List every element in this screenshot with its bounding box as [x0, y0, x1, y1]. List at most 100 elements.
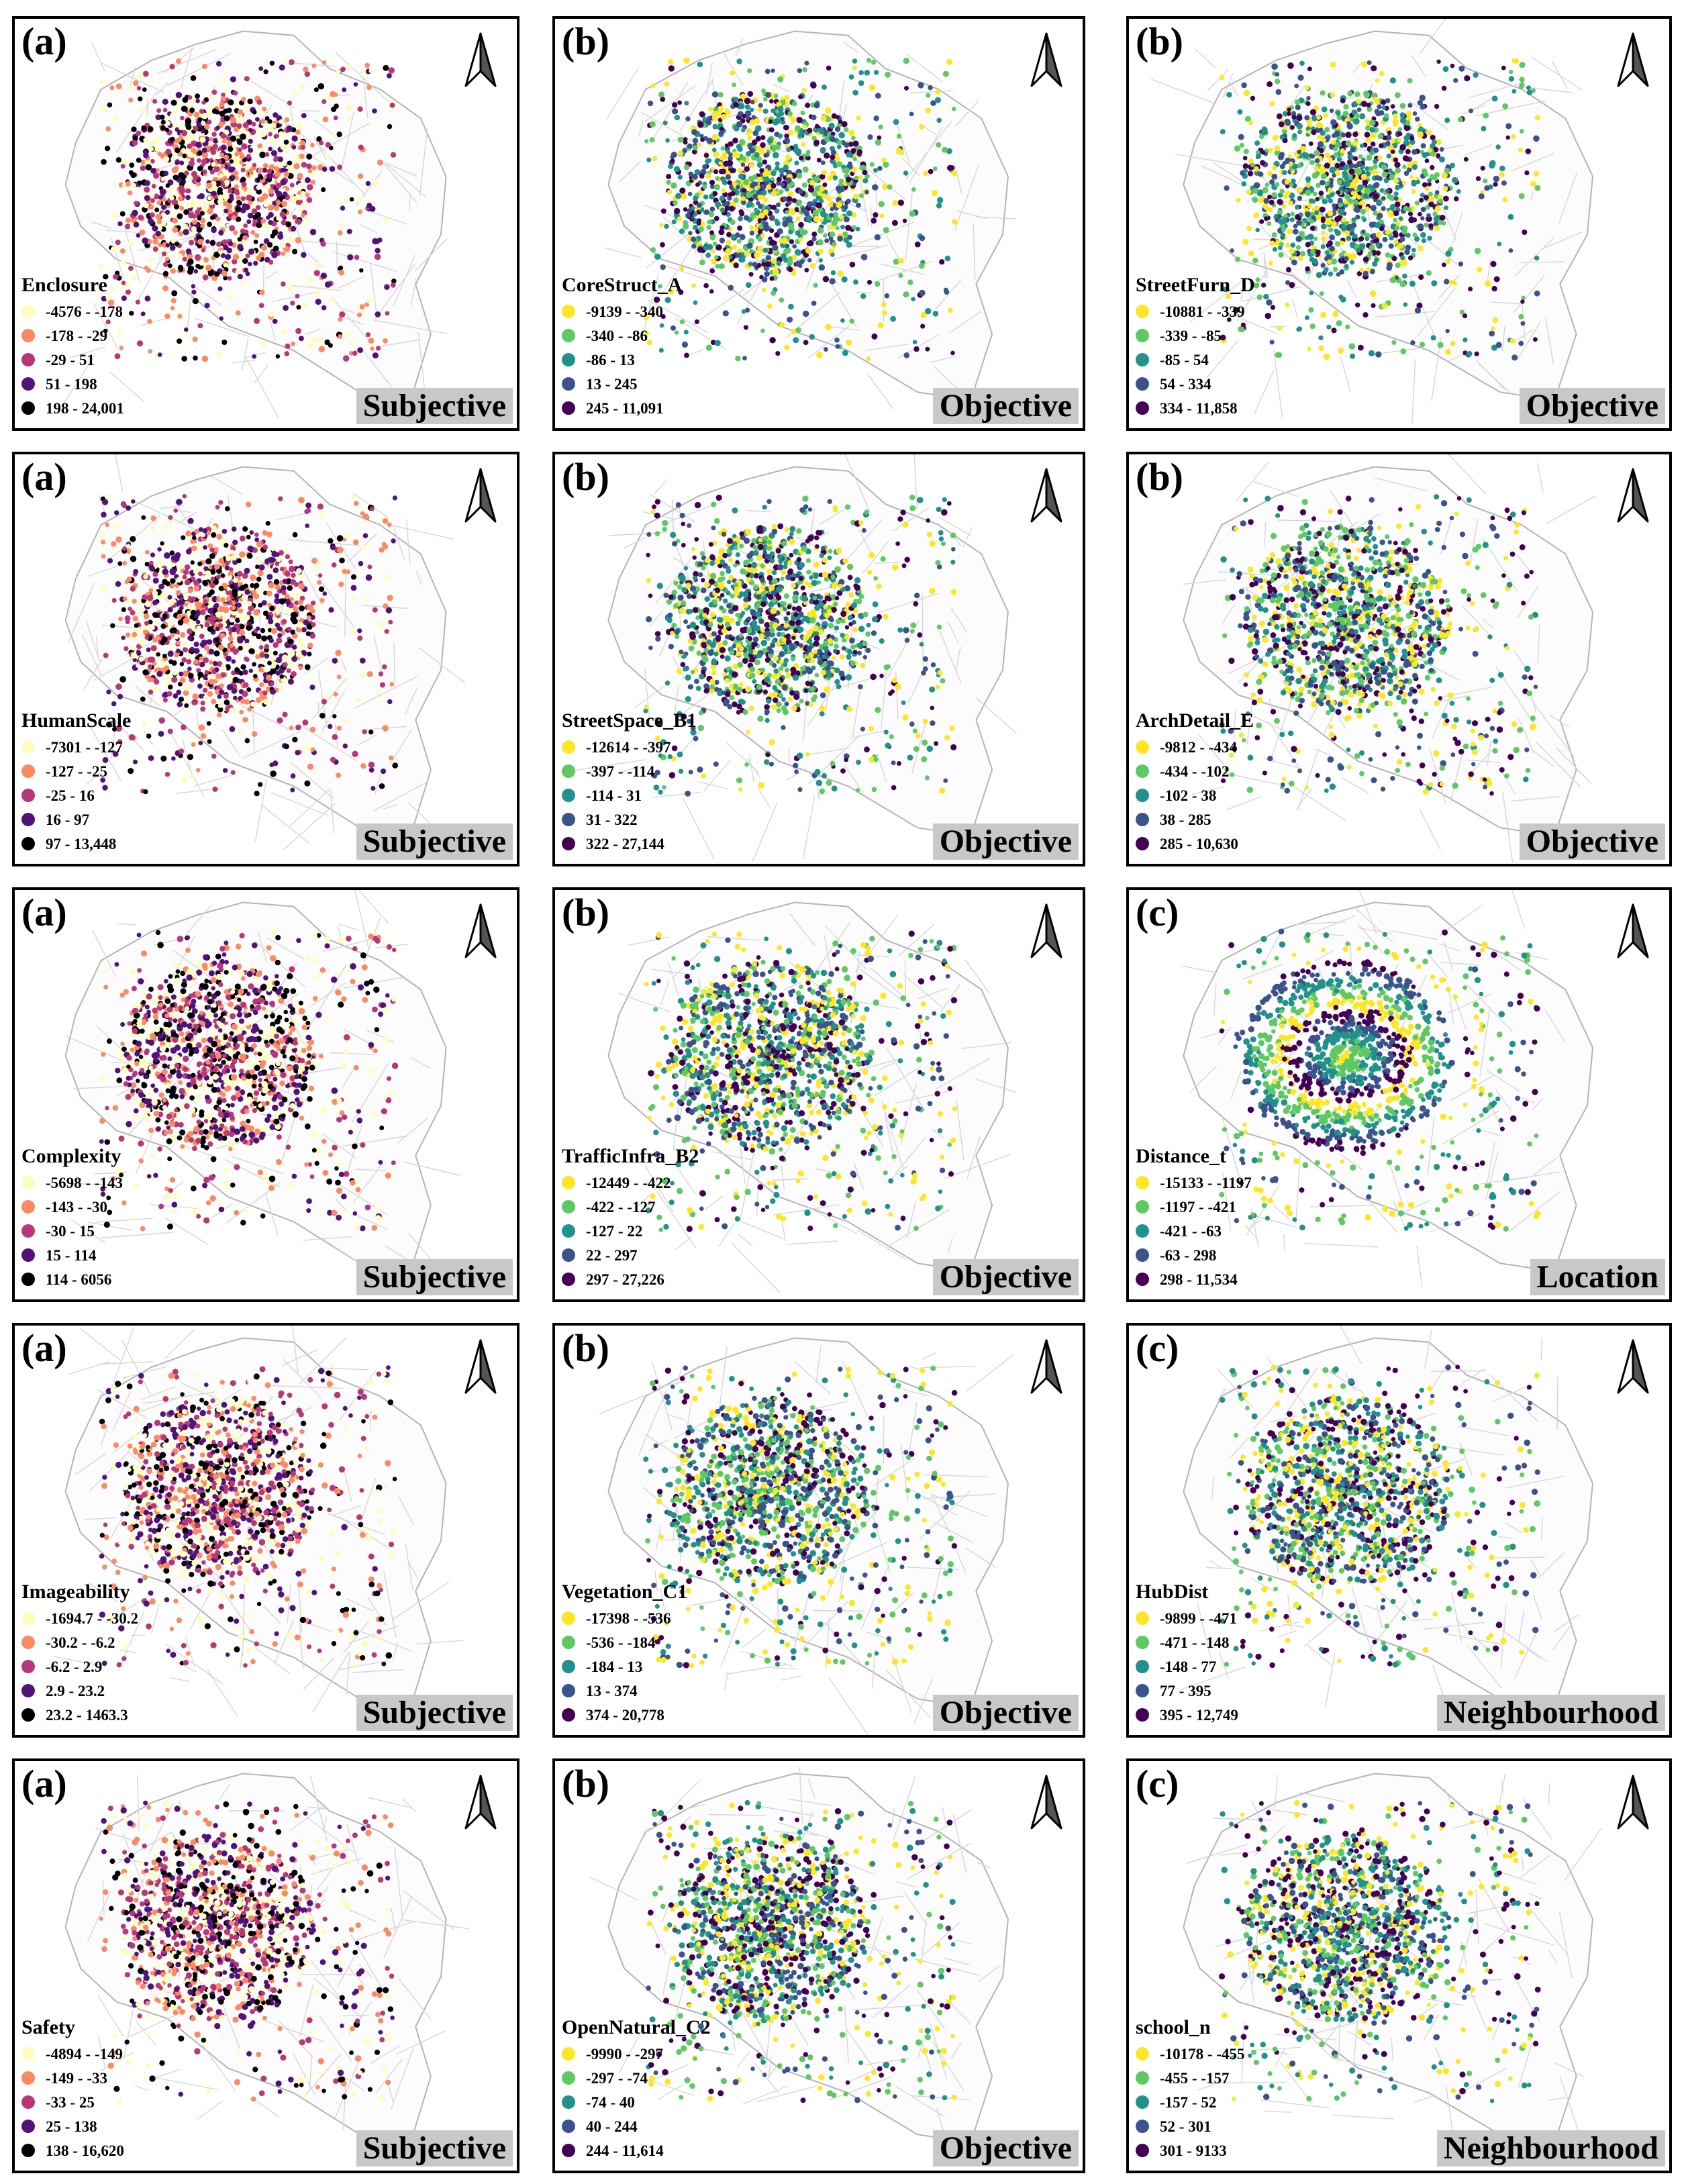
map-point: [156, 250, 161, 256]
map-point: [1434, 103, 1440, 109]
map-point: [164, 313, 170, 319]
map-point: [195, 223, 200, 228]
map-point: [1366, 154, 1373, 161]
map-point: [807, 201, 813, 208]
map-point: [714, 255, 719, 260]
map-point: [204, 203, 209, 209]
map-point: [235, 268, 241, 275]
map-point: [828, 201, 834, 206]
map-point: [336, 773, 341, 778]
map-point: [374, 238, 380, 244]
map-point: [209, 103, 214, 109]
map-point: [1279, 121, 1285, 128]
map-point: [1374, 257, 1379, 262]
map-point: [1263, 198, 1270, 204]
map-point: [1306, 96, 1311, 101]
map-point: [136, 650, 141, 654]
map-point: [295, 199, 301, 205]
map-point: [366, 203, 373, 209]
map-point: [946, 148, 952, 154]
map-point: [185, 195, 191, 201]
map-point: [1318, 345, 1324, 351]
map-point: [254, 649, 260, 655]
map-point: [728, 285, 734, 291]
map-point: [192, 536, 197, 540]
map-point: [709, 268, 715, 274]
map-point: [950, 350, 955, 356]
map-point: [293, 582, 299, 587]
map-point: [163, 156, 170, 162]
map-point: [873, 70, 879, 75]
legend-range: -9139 - -340: [586, 304, 663, 319]
map-point: [1327, 240, 1333, 246]
map-point: [878, 201, 885, 207]
map-point: [148, 140, 155, 147]
map-point: [177, 213, 183, 219]
map-point: [841, 140, 846, 145]
map-point: [893, 119, 899, 126]
map-point: [313, 270, 320, 277]
map-point: [692, 224, 698, 230]
map-point: [1272, 134, 1279, 141]
map-point: [229, 159, 234, 164]
map-point: [268, 638, 274, 644]
map-point: [203, 566, 209, 571]
map-point: [120, 164, 126, 169]
map-point: [702, 184, 707, 189]
map-point: [695, 182, 700, 187]
map-point: [128, 265, 134, 271]
map-point: [365, 181, 371, 187]
map-point: [681, 193, 687, 200]
map-point: [272, 567, 279, 573]
map-point: [207, 221, 212, 228]
map-point: [1318, 191, 1324, 196]
map-point: [359, 268, 364, 272]
map-point: [213, 195, 218, 200]
map-point: [309, 229, 317, 236]
map-point: [197, 216, 201, 221]
map-point: [1385, 189, 1391, 193]
map-point: [1424, 172, 1429, 177]
map-point: [211, 227, 217, 234]
map-point: [738, 209, 744, 215]
map-point: [1356, 195, 1362, 200]
map-point: [258, 782, 263, 787]
map-point: [764, 271, 770, 277]
map-point: [142, 87, 147, 92]
map-point: [221, 270, 228, 277]
map-point: [321, 60, 327, 65]
map-point: [389, 102, 395, 108]
map-point: [195, 99, 200, 103]
map-point: [771, 204, 777, 210]
map-point: [337, 546, 344, 554]
map-point: [787, 183, 793, 188]
map-point: [1354, 207, 1360, 213]
map-point: [1373, 147, 1379, 153]
map-point: [115, 240, 121, 246]
map-point: [1290, 125, 1295, 130]
map-point: [693, 195, 698, 201]
map-point: [883, 161, 889, 168]
map-point: [197, 195, 201, 199]
map-point: [1344, 230, 1350, 236]
map-point: [1264, 183, 1270, 187]
map-point: [1344, 176, 1350, 181]
map-point: [840, 318, 845, 323]
map-point: [197, 165, 203, 172]
map-panel: (b) StreetFurn_D -10881 - -339 -339 - -85 -8…: [1126, 16, 1672, 431]
map-point: [1256, 294, 1262, 300]
legend-swatch: [21, 353, 35, 366]
map-point: [1400, 255, 1405, 260]
map-point: [1407, 211, 1414, 217]
map-point: [1274, 145, 1281, 152]
map-point: [867, 134, 873, 140]
map-point: [290, 300, 295, 306]
map-point: [834, 337, 840, 343]
map-point: [258, 251, 265, 258]
map-point: [1478, 193, 1485, 199]
map-point: [1344, 264, 1349, 268]
map-point: [221, 78, 227, 84]
map-point: [190, 75, 197, 81]
map-point: [1290, 169, 1295, 175]
map-point: [1269, 101, 1275, 107]
